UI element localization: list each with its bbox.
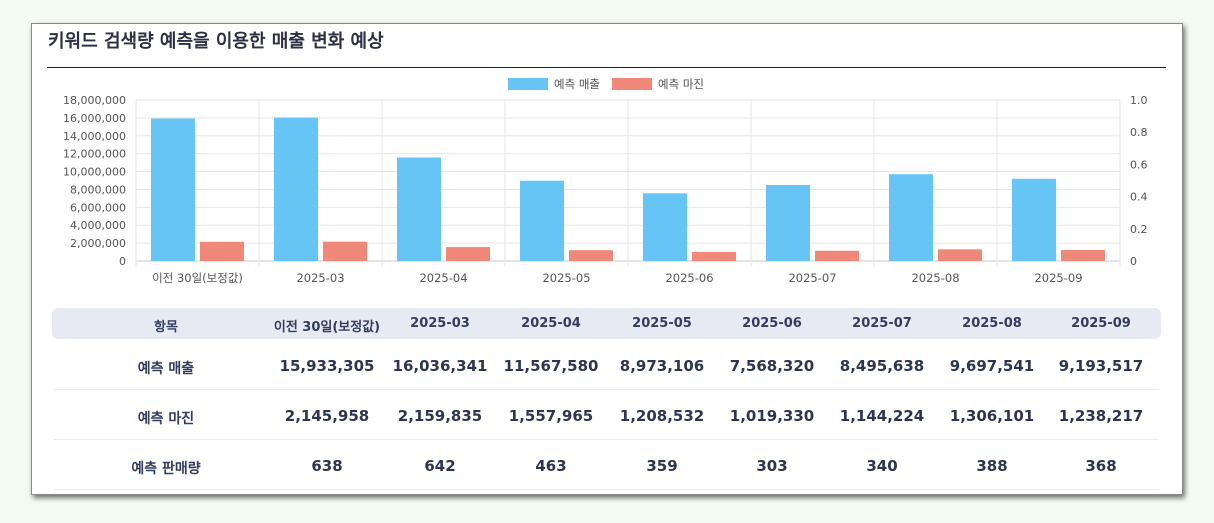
legend-label: 예측 마진 xyxy=(658,77,704,91)
table-header-cell: 항목 xyxy=(154,320,178,335)
y2-tick-label: 0.6 xyxy=(1130,158,1148,171)
table-header-cell: 2025-06 xyxy=(742,316,802,331)
table-cell-value: 15,933,305 xyxy=(279,357,375,375)
y-tick-label: 2,000,000 xyxy=(70,237,126,250)
table-cell-value: 1,019,330 xyxy=(729,407,815,425)
row-divider xyxy=(54,489,1159,490)
table-cell-value: 1,144,224 xyxy=(839,407,925,425)
y-tick-label: 18,000,000 xyxy=(63,94,126,107)
table-cell-value: 7,568,320 xyxy=(729,357,815,375)
bar-revenue xyxy=(274,117,318,261)
x-tick-label: 2025-09 xyxy=(1034,271,1082,285)
legend-label: 예측 매출 xyxy=(554,77,600,91)
table-cell-value: 642 xyxy=(424,457,456,475)
x-tick-label: 2025-07 xyxy=(788,271,836,285)
x-tick-label: 2025-05 xyxy=(542,271,590,285)
table-cell-value: 2,145,958 xyxy=(284,407,370,425)
row-divider xyxy=(54,439,1159,440)
table-cell-value: 1,306,101 xyxy=(949,407,1035,425)
page-title: 키워드 검색량 예측을 이용한 매출 변화 예상 xyxy=(48,31,384,52)
table-cell-value: 11,567,580 xyxy=(503,357,599,375)
x-tick-label: 2025-04 xyxy=(419,271,467,285)
y2-tick-label: 0.2 xyxy=(1130,223,1148,236)
table-row-label: 예측 판매량 xyxy=(131,461,201,477)
bar-margin xyxy=(446,247,490,261)
bar-revenue xyxy=(520,180,564,261)
table-header-row xyxy=(52,308,1161,339)
table-cell-value: 9,193,517 xyxy=(1058,357,1144,375)
table-cell-value: 8,495,638 xyxy=(839,357,925,375)
y2-tick-label: 0.8 xyxy=(1130,126,1148,139)
bar-chart: 0 2,000,000 4,000,000 6,000,000 8,000,000 10,… xyxy=(63,77,1148,285)
bar-margin xyxy=(1061,249,1105,261)
x-tick-label: 2025-08 xyxy=(911,271,959,285)
x-tick-label: 이전 30일(보정값) xyxy=(152,271,243,285)
bar-margin xyxy=(692,251,736,261)
x-tick-label: 2025-03 xyxy=(296,271,344,285)
y-tick-label: 12,000,000 xyxy=(63,148,126,161)
y2-tick-label: 1.0 xyxy=(1130,94,1148,107)
table-header-cell: 2025-07 xyxy=(852,316,912,331)
y-tick-label: 4,000,000 xyxy=(70,219,126,232)
row-divider xyxy=(54,389,1159,390)
table-cell-value: 359 xyxy=(646,457,678,475)
bar-margin xyxy=(815,250,859,261)
table-cell-value: 638 xyxy=(311,457,343,475)
table-cell-value: 303 xyxy=(756,457,788,475)
table-header-cell: 2025-08 xyxy=(962,316,1022,331)
table-cell-value: 1,208,532 xyxy=(619,407,705,425)
bar-margin xyxy=(938,249,982,261)
table-header-cell: 2025-09 xyxy=(1071,316,1131,331)
y-tick-label: 10,000,000 xyxy=(63,166,126,179)
table-cell-value: 1,557,965 xyxy=(508,407,594,425)
legend-swatch xyxy=(612,78,652,90)
table-header-cell: 이전 30일(보정값) xyxy=(273,320,381,335)
bar-margin xyxy=(569,250,613,261)
table-cell-value: 8,973,106 xyxy=(619,357,705,375)
y-tick-label: 14,000,000 xyxy=(63,130,126,143)
table-cell-value: 340 xyxy=(866,457,898,475)
table-header-cell: 2025-03 xyxy=(410,316,470,331)
y-tick-label: 16,000,000 xyxy=(63,112,126,125)
y-tick-label: 6,000,000 xyxy=(70,201,126,214)
table-header-cell: 2025-05 xyxy=(632,316,692,331)
table-cell-value: 463 xyxy=(535,457,567,475)
bar-margin xyxy=(200,241,244,261)
table-cell-value: 2,159,835 xyxy=(397,407,483,425)
table-cell-value: 16,036,341 xyxy=(392,357,488,375)
x-tick-label: 2025-06 xyxy=(665,271,713,285)
y-tick-label: 8,000,000 xyxy=(70,183,126,196)
bar-revenue xyxy=(151,118,195,261)
bar-revenue xyxy=(1012,178,1056,261)
bar-revenue xyxy=(766,185,810,261)
table-cell-value: 388 xyxy=(976,457,1008,475)
y2-tick-label: 0 xyxy=(1130,255,1137,268)
y2-tick-label: 0.4 xyxy=(1130,191,1148,204)
report-card: 키워드 검색량 예측을 이용한 매출 변화 예상 0 2,000,000 4,000… xyxy=(31,23,1183,495)
table-row-label: 예측 매출 xyxy=(137,361,195,377)
legend-swatch xyxy=(508,78,548,90)
bar-revenue xyxy=(643,193,687,261)
table-cell-value: 1,238,217 xyxy=(1058,407,1144,425)
bar-revenue xyxy=(397,157,441,261)
y-tick-label: 0 xyxy=(119,255,126,268)
bar-revenue xyxy=(889,174,933,261)
table-header-cell: 2025-04 xyxy=(521,316,581,331)
bar-margin xyxy=(323,241,367,261)
table-cell-value: 9,697,541 xyxy=(949,357,1035,375)
table-cell-value: 368 xyxy=(1085,457,1117,475)
table-row-label: 예측 마진 xyxy=(137,411,195,427)
title-divider xyxy=(47,67,1166,68)
